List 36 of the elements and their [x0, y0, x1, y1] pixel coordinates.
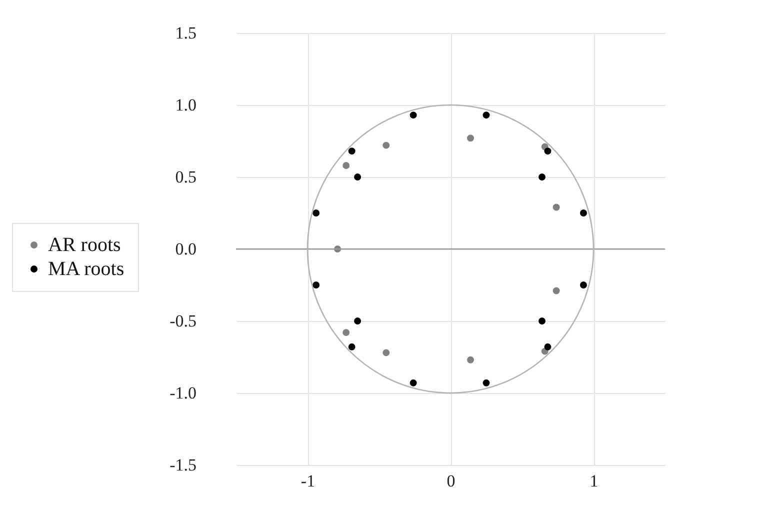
y-tick-label: 0.0	[175, 240, 196, 258]
point	[580, 282, 587, 288]
point	[312, 282, 320, 288]
point	[552, 287, 560, 294]
legend-label: AR roots	[48, 234, 121, 256]
point	[410, 379, 417, 386]
point	[467, 134, 474, 142]
point	[342, 329, 350, 336]
point	[312, 210, 320, 216]
point	[580, 210, 587, 216]
y-tick-label: -1.5	[170, 456, 196, 474]
point	[382, 349, 390, 356]
point	[342, 162, 350, 169]
point	[348, 148, 356, 155]
y-tick-label: 1.0	[175, 96, 196, 114]
point	[410, 112, 417, 119]
y-tick-label: -0.5	[170, 312, 196, 330]
point	[382, 142, 390, 149]
x-tick-label: 0	[446, 472, 456, 490]
point	[354, 318, 362, 324]
legend-label: MA roots	[48, 258, 124, 280]
x-tick-label: -1	[300, 472, 316, 490]
point	[348, 343, 356, 350]
point	[544, 343, 552, 350]
point	[482, 112, 490, 119]
y-tick-label: 0.5	[175, 168, 196, 186]
point	[552, 204, 560, 211]
y-tick-label: 1.5	[175, 24, 196, 42]
point	[354, 174, 362, 180]
point	[482, 379, 490, 386]
point	[538, 318, 546, 324]
point	[544, 148, 552, 155]
point	[467, 356, 474, 364]
x-tick-label: 1	[590, 472, 598, 490]
y-tick-label: -1.0	[170, 384, 196, 402]
point	[538, 174, 546, 180]
